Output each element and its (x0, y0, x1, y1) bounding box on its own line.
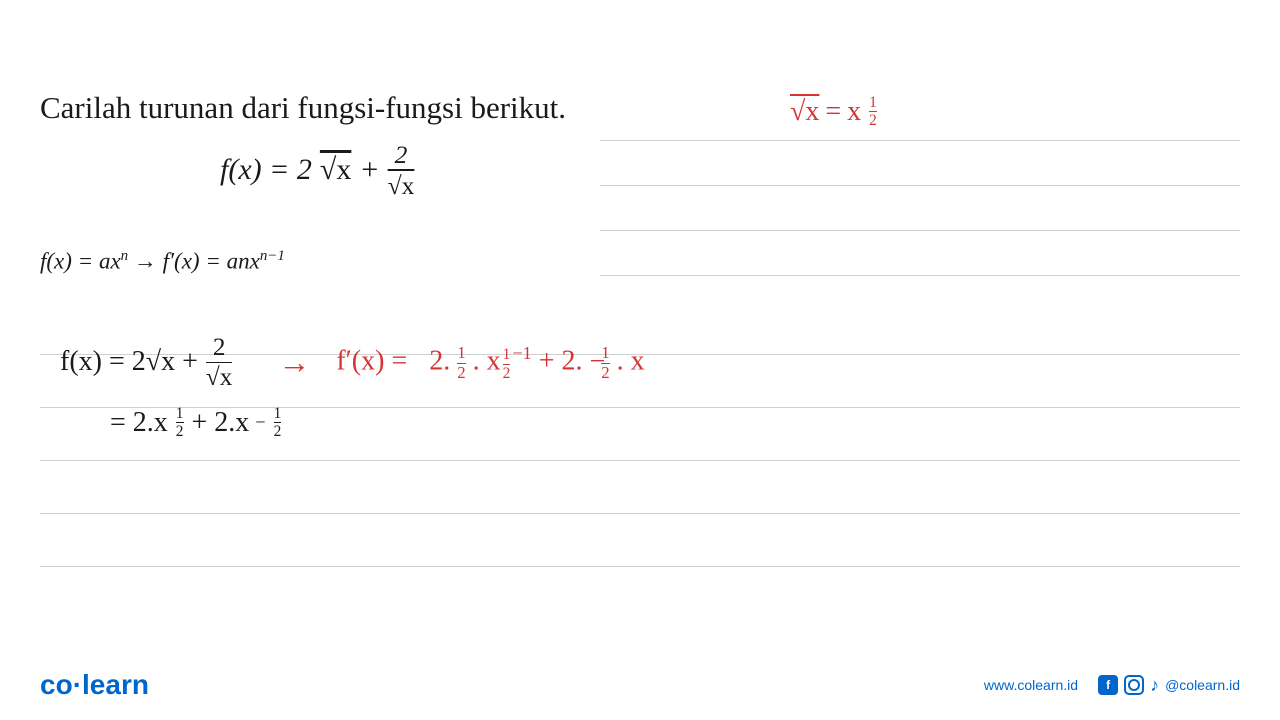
red-equals: = (825, 96, 841, 128)
line2-eq: = 2.x (110, 407, 168, 439)
main-equation: f(x) = 2√x + 2 √x (220, 142, 1240, 198)
derivative-rule: f(x) = axn → f′(x) = anxn−1 (40, 248, 1240, 275)
question-prompt: Carilah turunan dari fungsi-fungsi berik… (40, 90, 1240, 126)
content-area: Carilah turunan dari fungsi-fungsi berik… (0, 0, 1280, 640)
red-note-sqrt-identity: √x = x12 (790, 95, 879, 129)
arrow-icon: → (278, 344, 310, 381)
ruled-lines-full (40, 354, 1240, 619)
fraction-2-over-sqrtx: 2 √x (388, 142, 415, 198)
rule-arrow: → (128, 249, 163, 274)
rule-n1: n−1 (260, 248, 285, 264)
footer-url: www.colearn.id (984, 677, 1078, 693)
eq-plus: + (359, 153, 379, 187)
fprime-expr: f′(x) = 2. 12 . x12−1 + 2. −12 . x (336, 343, 644, 381)
red-x: x (847, 96, 861, 128)
red-sqrt-x: √x (790, 96, 819, 128)
rule-n: n (121, 248, 128, 264)
logo-dot: · (73, 669, 82, 700)
rule-fx: f(x) = ax (40, 249, 121, 274)
line2-plus: + 2.x (192, 407, 250, 439)
eq-left: f(x) = 2 (220, 153, 312, 187)
instagram-icon (1124, 675, 1144, 695)
work-line-2: = 2.x12 + 2.x−12 (110, 406, 1240, 440)
footer-handle: @colearn.id (1165, 677, 1240, 693)
logo-co: co (40, 669, 73, 700)
work-line-1: f(x) = 2√x + 2 √x → f′(x) = 2. 12 . x12−… (60, 335, 1240, 390)
social-icons: f ♪ @colearn.id (1098, 675, 1240, 696)
frac-num: 2 (388, 142, 415, 170)
logo-learn: learn (82, 669, 149, 700)
frac-den: √x (388, 170, 415, 199)
red-exp-half: 12 (869, 95, 877, 129)
colearn-logo: co·learn (40, 669, 149, 701)
work-fx: f(x) = 2√x + (60, 346, 198, 378)
work-frac: 2 √x (206, 335, 232, 390)
facebook-icon: f (1098, 675, 1118, 695)
rule-fprime: f′(x) = anx (163, 249, 260, 274)
tiktok-icon: ♪ (1150, 675, 1159, 696)
sqrt-x: √x (320, 153, 351, 187)
footer: co·learn www.colearn.id f ♪ @colearn.id (0, 650, 1280, 720)
footer-right: www.colearn.id f ♪ @colearn.id (984, 675, 1240, 696)
